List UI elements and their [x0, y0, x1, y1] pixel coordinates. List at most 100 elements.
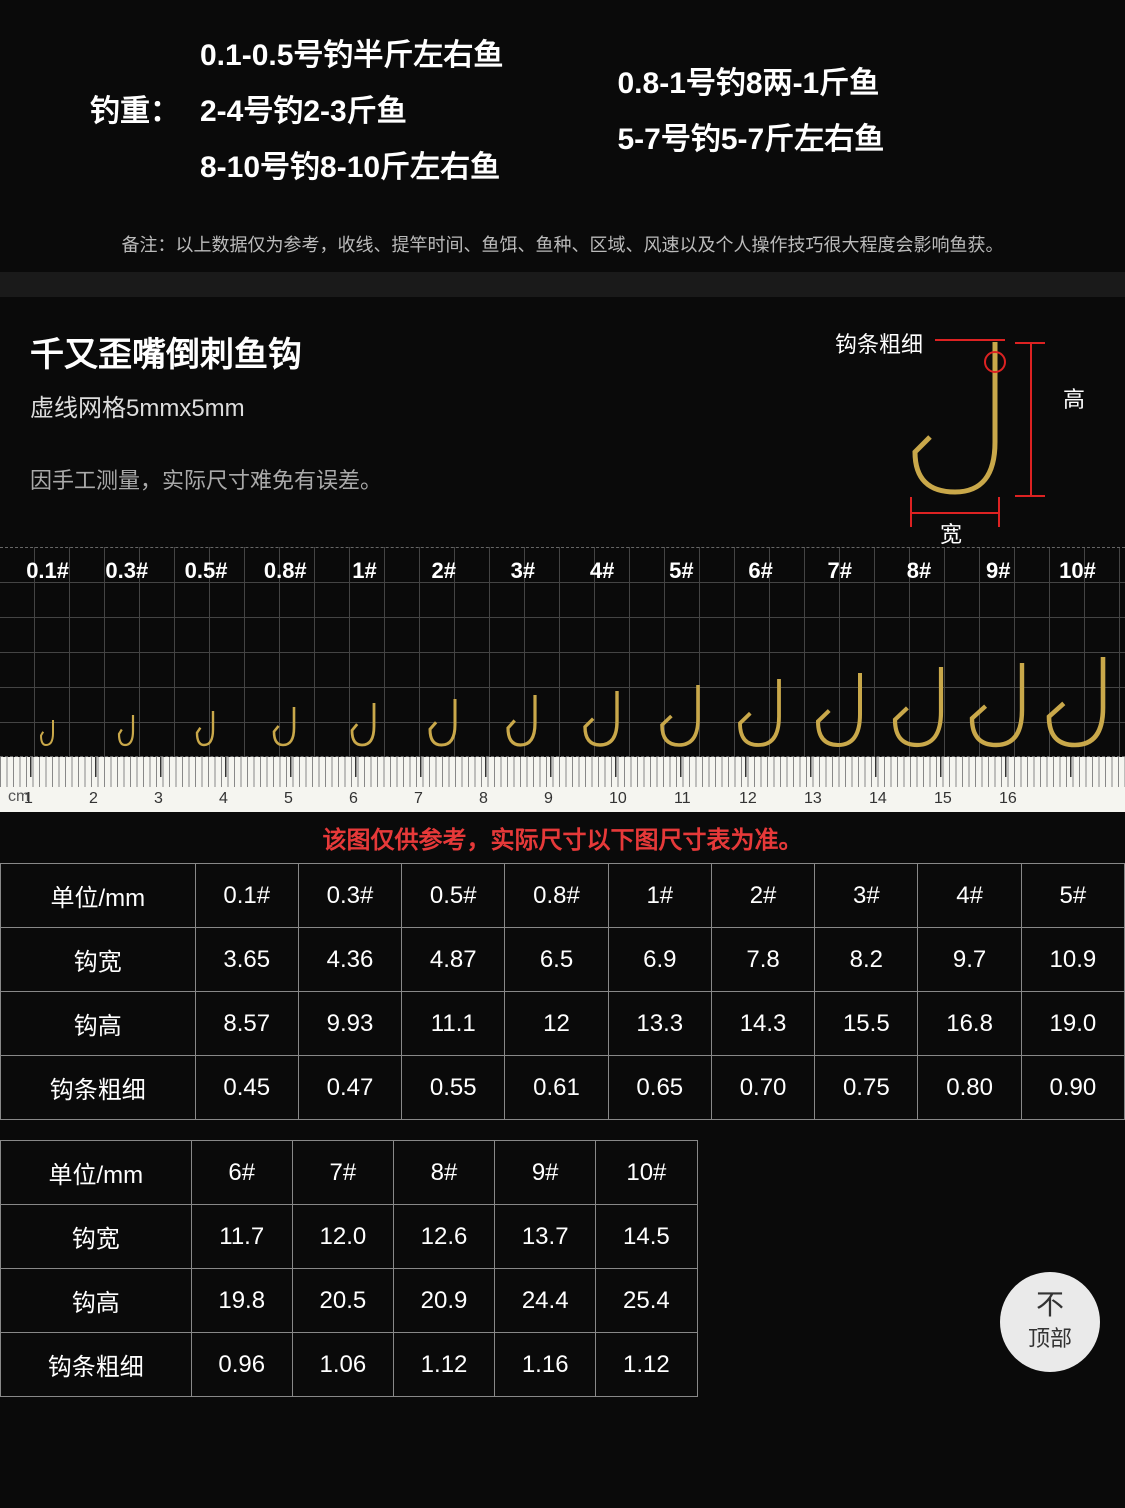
- table-cell: 14.5: [596, 1205, 697, 1269]
- title-section: 千又歪嘴倒刺鱼钩 虚线网格5mmx5mm 因手工测量，实际尺寸难免有误差。 钩条…: [0, 297, 1125, 547]
- table-cell: 11.7: [191, 1205, 292, 1269]
- hook-size-label: 0.3#: [105, 558, 148, 584]
- ruler-tick-label: 4: [217, 790, 282, 808]
- hooks-size-row: 0.1#0.3#0.5#0.8#1#2#3#4#5#6#7#8#9#10#: [0, 547, 1125, 757]
- hook-size-item: 0.3#: [87, 558, 166, 756]
- hook-shape-icon: [800, 589, 879, 756]
- measure-note: 因手工测量，实际尺寸难免有误差。: [30, 463, 815, 495]
- table-header-cell: 0.5#: [402, 864, 505, 928]
- ruler-tick-label: 6: [347, 790, 412, 808]
- hook-size-label: 0.1#: [26, 558, 69, 584]
- hook-shape-icon: [1038, 589, 1117, 756]
- table-header-cell: 0.1#: [195, 864, 298, 928]
- hook-size-item: 4#: [563, 558, 642, 756]
- hook-shape-icon: [246, 589, 325, 756]
- weight-item: 0.1-0.5号钓半斤左右鱼: [200, 30, 618, 74]
- table-header-cell: 5#: [1021, 864, 1124, 928]
- ruler-tick-label: 3: [152, 790, 217, 808]
- ruler-tick-label: 8: [477, 790, 542, 808]
- hook-size-label: 1#: [352, 558, 376, 584]
- table-cell: 8.2: [815, 928, 918, 992]
- table-cell: 8.57: [195, 992, 298, 1056]
- width-tick: [998, 497, 1000, 527]
- ruler-tick-label: 9: [542, 790, 607, 808]
- table-header-cell: 单位/mm: [1, 864, 196, 928]
- table-cell: 钩宽: [1, 928, 196, 992]
- table-cell: 钩条粗细: [1, 1333, 192, 1397]
- table-cell: 20.5: [292, 1269, 393, 1333]
- weight-item: 0.8-1号钓8两-1斤鱼: [618, 58, 1036, 102]
- hook-size-label: 9#: [986, 558, 1010, 584]
- hook-diagram: 钩条粗细 高 宽: [815, 327, 1095, 537]
- table-cell: 9.7: [918, 928, 1021, 992]
- weight-item: 8-10号钓8-10斤左右鱼: [200, 142, 618, 186]
- table-cell: 6.5: [505, 928, 608, 992]
- weight-item: 5-7号钓5-7斤左右鱼: [618, 114, 1036, 158]
- back-to-top-label: 顶部: [1028, 1321, 1072, 1353]
- width-annotation: 宽: [940, 517, 962, 549]
- back-to-top-button[interactable]: 不 顶部: [1000, 1272, 1100, 1372]
- table-cell: 1.06: [292, 1333, 393, 1397]
- hook-size-item: 0.8#: [246, 558, 325, 756]
- table-header-cell: 0.8#: [505, 864, 608, 928]
- table-cell: 0.61: [505, 1056, 608, 1120]
- table-cell: 钩宽: [1, 1205, 192, 1269]
- table-header-cell: 4#: [918, 864, 1021, 928]
- width-line: [910, 512, 1000, 514]
- hook-shape-icon: [959, 589, 1038, 756]
- table-cell: 13.7: [495, 1205, 596, 1269]
- hook-size-label: 5#: [669, 558, 693, 584]
- hook-size-item: 3#: [483, 558, 562, 756]
- table-header-cell: 0.3#: [298, 864, 401, 928]
- table-cell: 0.90: [1021, 1056, 1124, 1120]
- hook-size-item: 6#: [721, 558, 800, 756]
- section-divider: [0, 272, 1125, 297]
- width-tick: [910, 497, 912, 527]
- hook-shape-icon: [563, 589, 642, 756]
- table-cell: 4.36: [298, 928, 401, 992]
- table-cell: 20.9: [393, 1269, 494, 1333]
- hook-size-label: 2#: [431, 558, 455, 584]
- table-cell: 钩条粗细: [1, 1056, 196, 1120]
- table-cell: 0.80: [918, 1056, 1021, 1120]
- weight-guide-section: 钓重： 0.1-0.5号钓半斤左右鱼 2-4号钓2-3斤鱼 8-10号钓8-10…: [0, 0, 1125, 206]
- hook-shape-icon: [87, 589, 166, 756]
- hook-icon: [885, 342, 1035, 512]
- hook-size-item: 0.1#: [8, 558, 87, 756]
- table-header-cell: 3#: [815, 864, 918, 928]
- hook-size-item: 8#: [879, 558, 958, 756]
- ruler-tick-label: 1: [22, 790, 87, 808]
- table-cell: 0.55: [402, 1056, 505, 1120]
- height-tick: [1015, 495, 1045, 497]
- height-annotation: 高: [1063, 382, 1085, 414]
- hook-size-label: 10#: [1059, 558, 1096, 584]
- table-row: 钩条粗细0.961.061.121.161.12: [1, 1333, 698, 1397]
- table-cell: 19.0: [1021, 992, 1124, 1056]
- table-cell: 12.6: [393, 1205, 494, 1269]
- arrow-up-icon: 不: [1036, 1291, 1064, 1319]
- hook-size-item: 10#: [1038, 558, 1117, 756]
- size-table-1: 单位/mm0.1#0.3#0.5#0.8#1#2#3#4#5#钩宽3.654.3…: [0, 863, 1125, 1120]
- ruler-tick-label: 7: [412, 790, 477, 808]
- hook-shape-icon: [166, 589, 245, 756]
- table-cell: 12: [505, 992, 608, 1056]
- hook-size-label: 0.8#: [264, 558, 307, 584]
- hook-shape-icon: [642, 589, 721, 756]
- table-cell: 钩高: [1, 992, 196, 1056]
- table-cell: 1.16: [495, 1333, 596, 1397]
- hook-shape-icon: [879, 589, 958, 756]
- table-cell: 13.3: [608, 992, 711, 1056]
- ruler-tick-label: 14: [867, 790, 932, 808]
- table-cell: 14.3: [711, 992, 814, 1056]
- table-cell: 7.8: [711, 928, 814, 992]
- table-cell: 6.9: [608, 928, 711, 992]
- table-row: 钩宽3.654.364.876.56.97.88.29.710.9: [1, 928, 1125, 992]
- table-cell: 0.70: [711, 1056, 814, 1120]
- table-cell: 0.75: [815, 1056, 918, 1120]
- ruler-tick-label: 16: [997, 790, 1062, 808]
- table-cell: 16.8: [918, 992, 1021, 1056]
- size-table-2: 单位/mm6#7#8#9#10#钩宽11.712.012.613.714.5钩高…: [0, 1140, 698, 1397]
- hook-size-label: 3#: [511, 558, 535, 584]
- grid-note: 虚线网格5mmx5mm: [30, 388, 815, 423]
- product-title: 千又歪嘴倒刺鱼钩: [30, 327, 815, 376]
